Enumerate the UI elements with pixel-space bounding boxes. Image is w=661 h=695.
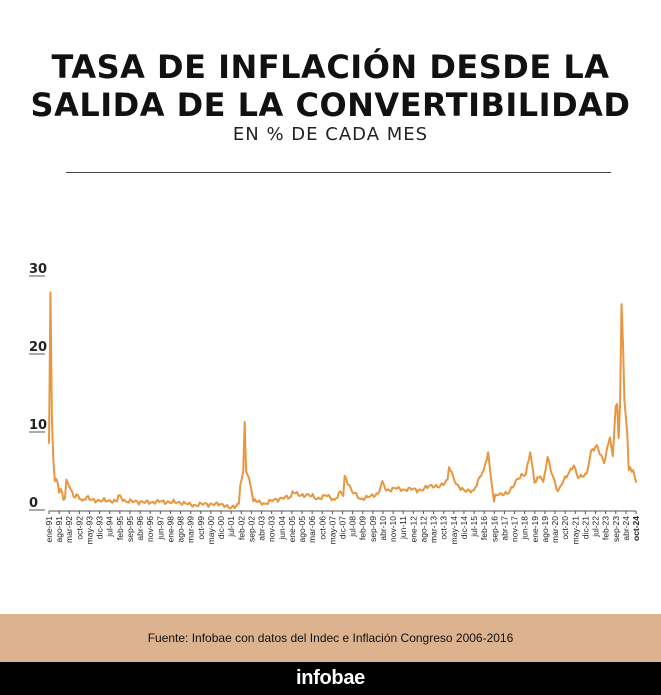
title-line-2: SALIDA DE LA CONVERTIBILIDAD <box>30 86 631 124</box>
x-tick-label-sep-16: sep-16 <box>489 516 499 542</box>
x-tick-label-dic-93: dic-93 <box>95 516 105 539</box>
x-tick-label-oct-13: oct-13 <box>439 516 449 540</box>
x-tick-label-ene-12: ene-12 <box>408 516 418 543</box>
inflation-series-line <box>48 291 637 510</box>
infobae-logo: infobae <box>295 667 365 689</box>
x-tick-label-dic-21: dic-21 <box>580 516 590 539</box>
x-tick-label-jul-08: jul-08 <box>348 516 358 538</box>
chart-title: TASA DE INFLACIÓN DESDE LA SALIDA DE LA … <box>0 48 661 124</box>
x-tick-label-dic-14: dic-14 <box>459 516 469 539</box>
x-tick-label-ago-12: ago-12 <box>418 516 428 543</box>
x-tick-label-feb-23: feb-23 <box>601 516 611 540</box>
x-tick-label-oct-92: oct-92 <box>74 516 84 540</box>
y-tick-label-0: 0 <box>29 496 38 511</box>
x-tick-label-jun-04: jun-04 <box>277 516 287 541</box>
x-tick-label-ago-05: ago-05 <box>297 516 307 543</box>
x-tick-label-jun-97: jun-97 <box>155 516 165 541</box>
y-tick-label-20: 20 <box>29 340 47 355</box>
x-tick-label-feb-95: feb-95 <box>115 516 125 540</box>
x-tick-label-feb-02: feb-02 <box>236 516 246 540</box>
x-tick-label-oct-99: oct-99 <box>196 516 206 540</box>
x-tick-label-mar-99: mar-99 <box>186 516 196 543</box>
x-tick-label-ago-19: ago-19 <box>540 516 550 543</box>
x-tick-label-ago-98: ago-98 <box>176 516 186 543</box>
chart-subtitle: EN % DE CADA MES <box>232 124 429 145</box>
x-tick-label-oct-20: oct-20 <box>560 516 570 540</box>
x-tick-label-may-07: may-07 <box>327 516 337 545</box>
x-tick-label-abr-17: abr-17 <box>499 516 509 541</box>
x-tick-label-abr-03: abr-03 <box>257 516 267 541</box>
x-tick-label-nov-96: nov-96 <box>145 516 155 542</box>
x-tick-label-mar-20: mar-20 <box>550 516 560 543</box>
x-tick-label-sep-95: sep-95 <box>125 516 135 542</box>
x-tick-label-abr-96: abr-96 <box>135 516 145 541</box>
title-line-1: TASA DE INFLACIÓN DESDE LA <box>51 48 610 86</box>
x-tick-label-may-93: may-93 <box>84 516 94 545</box>
x-tick-label-mar-92: mar-92 <box>64 516 74 543</box>
x-tick-label-dic-00: dic-00 <box>216 516 226 539</box>
x-tick-label-may-14: may-14 <box>449 516 459 545</box>
x-tick-label-may-21: may-21 <box>570 516 580 545</box>
brand-bar: infobae <box>0 662 661 695</box>
x-tick-label-nov-10: nov-10 <box>388 516 398 542</box>
x-tick-label-jun-11: jun-11 <box>398 516 408 540</box>
x-tick-label-oct-06: oct-06 <box>317 516 327 540</box>
x-tick-label-ene-05: ene-05 <box>287 516 297 543</box>
x-tick-label-ago-91: ago-91 <box>54 516 64 543</box>
x-tick-label-ene-91: ene-91 <box>44 516 54 543</box>
x-tick-label-sep-09: sep-09 <box>368 516 378 542</box>
x-tick-label-mar-13: mar-13 <box>429 516 439 543</box>
x-tick-label-jul-22: jul-22 <box>591 516 601 538</box>
x-tick-label-jul-94: jul-94 <box>105 516 115 538</box>
x-tick-label-jul-01: jul-01 <box>226 516 236 538</box>
y-tick-label-10: 10 <box>29 418 47 433</box>
x-tick-label-jun-18: jun-18 <box>520 516 530 541</box>
x-tick-label-nov-03: nov-03 <box>267 516 277 542</box>
x-tick-label-oct-24: oct-24 <box>631 516 641 541</box>
x-tick-label-feb-09: feb-09 <box>358 516 368 540</box>
x-tick-label-nov-17: nov-17 <box>510 516 520 542</box>
source-text: Fuente: Infobae con datos del Indec e In… <box>147 631 514 645</box>
x-tick-label-dic-07: dic-07 <box>338 516 348 539</box>
x-tick-label-sep-02: sep-02 <box>246 516 256 542</box>
x-tick-label-feb-16: feb-16 <box>479 516 489 540</box>
x-tick-label-abr-10: abr-10 <box>378 516 388 541</box>
x-tick-label-ene-19: ene-19 <box>530 516 540 543</box>
x-tick-label-abr-24: abr-24 <box>621 516 631 541</box>
x-tick-label-jul-15: jul-15 <box>469 516 479 538</box>
y-axis: 0 10 20 30 <box>29 262 47 511</box>
x-tick-label-may-00: may-00 <box>206 516 216 545</box>
x-axis: ene-91 ago-91 mar-92 oct-92 may-93 dic-93 jul-… <box>44 510 641 545</box>
title-divider <box>66 172 611 173</box>
x-tick-label-sep-23: sep-23 <box>611 516 621 542</box>
x-tick-label-mar-06: mar-06 <box>307 516 317 543</box>
y-tick-label-30: 30 <box>29 262 47 277</box>
source-footer: Fuente: Infobae con datos del Indec e In… <box>0 614 661 662</box>
x-tick-label-ene-98: ene-98 <box>165 516 175 543</box>
